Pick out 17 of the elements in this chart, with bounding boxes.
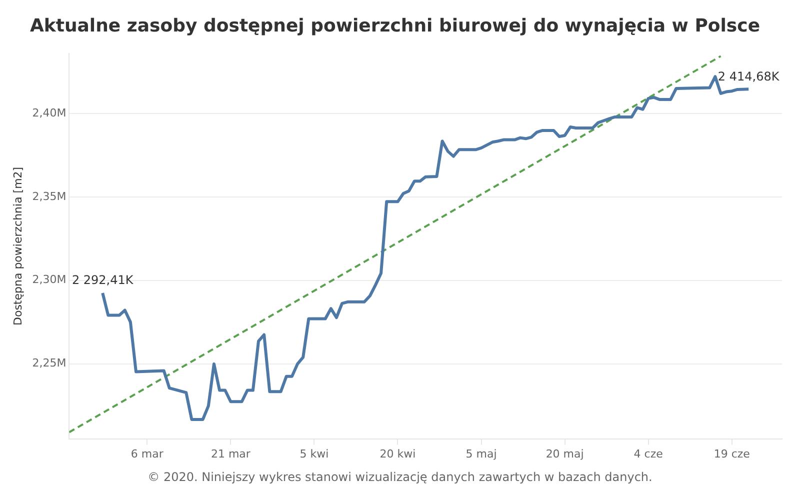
y-axis-title: Dostępna powierzchnia [m2] <box>11 166 24 326</box>
y-tick-label: 2,30M <box>32 273 66 286</box>
x-tick-label: 21 mar <box>210 447 251 460</box>
x-tick-label: 19 cze <box>714 447 750 460</box>
y-tick-label: 2,25M <box>32 356 66 370</box>
text: © 2020. Niniejszy wykres stanowi wizualizację danych zawartych w bazach danych. <box>146 470 654 484</box>
x-tick-label: 5 maj <box>466 447 497 460</box>
x-tick-label: 20 kwi <box>380 447 416 460</box>
x-tick-label: 5 kwi <box>300 447 329 460</box>
chart-title: Aktualne zasoby dostępnej powierzchni biurowej do wynajęcia w Polsce <box>30 15 760 36</box>
annotation: 2 292,41K <box>72 273 134 288</box>
x-tick-label: 6 mar <box>130 447 164 460</box>
annotation: 2 414,68K <box>718 69 780 84</box>
y-tick-label: 2,35M <box>32 190 66 203</box>
x-tick-label: 4 cze <box>634 447 664 460</box>
y-tick-label: 2,40M <box>32 106 66 120</box>
x-tick-label: 20 maj <box>546 447 584 460</box>
